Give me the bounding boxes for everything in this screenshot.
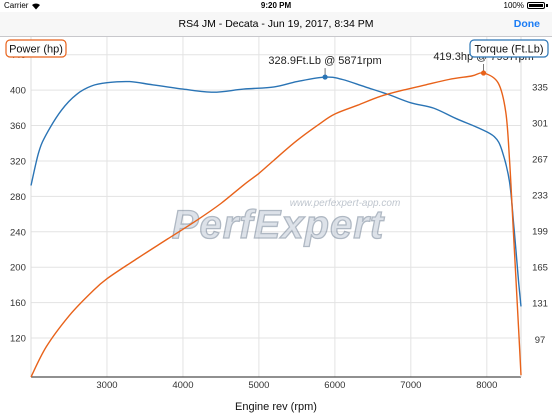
series-line-power bbox=[30, 72, 522, 378]
x-tick-label: 7000 bbox=[400, 380, 421, 391]
y-right-tick-label: 233 bbox=[532, 191, 548, 202]
status-left: Carrier bbox=[4, 1, 41, 10]
y-right-tick-label: 335 bbox=[532, 82, 548, 93]
y-left-tick-label: 200 bbox=[10, 263, 26, 274]
x-tick-label: 5000 bbox=[248, 380, 269, 391]
y-left-tick-label: 360 bbox=[10, 121, 26, 132]
y-right-label: Torque (Ft.Lb) bbox=[474, 44, 543, 56]
y-left-label-box: Power (hp) bbox=[5, 39, 67, 58]
battery-icon bbox=[527, 2, 545, 9]
y-left-tick-label: 240 bbox=[10, 227, 26, 238]
left-axis-ticks: 120160200240280320360400440 bbox=[10, 50, 26, 344]
nav-bar: RS4 JM - Decata - Jun 19, 2017, 8:34 PM … bbox=[0, 12, 552, 37]
y-right-tick-label: 97 bbox=[535, 335, 546, 346]
annotation-marker bbox=[322, 74, 328, 80]
watermark-url: www.perfexpert-app.com bbox=[290, 198, 401, 209]
annotation-marker bbox=[480, 70, 487, 76]
nav-title: RS4 JM - Decata - Jun 19, 2017, 8:34 PM bbox=[178, 18, 374, 30]
x-axis-label: Engine rev (rpm) bbox=[235, 401, 317, 413]
dyno-chart: www.perfexpert-app.com PerfExpert 120 160… bbox=[5, 37, 549, 413]
grid bbox=[31, 37, 521, 377]
x-tick-label: 3000 bbox=[96, 380, 117, 391]
y-left-tick-label: 320 bbox=[10, 156, 26, 167]
right-axis-ticks: 97131165199233267301335369 bbox=[532, 46, 548, 345]
y-right-tick-label: 267 bbox=[532, 155, 548, 166]
y-right-tick-label: 301 bbox=[532, 118, 548, 129]
y-left-tick-label: 280 bbox=[10, 192, 26, 203]
x-axis-ticks: 3000 4000 5000 6000 7000 8000 bbox=[96, 380, 497, 391]
status-right: 100% bbox=[504, 1, 548, 10]
y-left-tick-label: 120 bbox=[10, 334, 26, 345]
battery-tip bbox=[546, 4, 548, 7]
y-right-label-box: Torque (Ft.Lb) bbox=[469, 39, 549, 58]
y-right-tick-label: 165 bbox=[532, 263, 548, 274]
battery-percent: 100% bbox=[503, 1, 524, 10]
y-right-tick-label: 199 bbox=[532, 227, 548, 238]
y-left-tick-label: 160 bbox=[10, 298, 26, 309]
x-tick-label: 6000 bbox=[324, 380, 345, 391]
x-tick-label: 8000 bbox=[476, 380, 497, 391]
y-left-tick-label: 400 bbox=[10, 86, 26, 97]
series-line-torque bbox=[30, 76, 522, 307]
x-tick-label: 4000 bbox=[172, 380, 193, 391]
y-left-label: Power (hp) bbox=[9, 44, 63, 56]
watermark: www.perfexpert-app.com PerfExpert bbox=[171, 198, 401, 248]
wifi-icon bbox=[32, 2, 41, 10]
y-right-tick-label: 131 bbox=[532, 299, 548, 310]
status-bar: Carrier 9:20 PM 100% bbox=[0, 0, 552, 12]
done-button[interactable]: Done bbox=[513, 18, 540, 30]
watermark-logo: PerfExpert bbox=[172, 203, 385, 247]
status-time: 9:20 PM bbox=[260, 1, 292, 10]
carrier-label: Carrier bbox=[4, 1, 29, 10]
annotation-label: 328.9Ft.Lb @ 5871rpm bbox=[268, 55, 381, 67]
